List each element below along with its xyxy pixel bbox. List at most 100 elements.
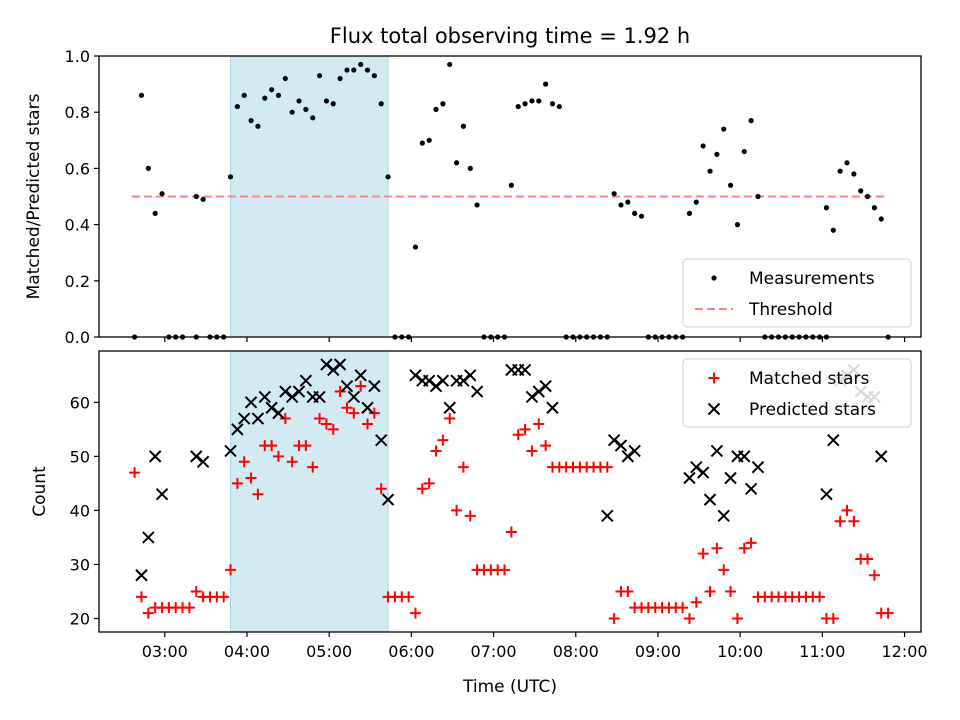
measurements-point [234,103,240,110]
measurements-point [864,193,871,200]
legend-swatch-matched-stars [708,372,720,384]
measurements-point [269,87,275,93]
predicted-stars-point [368,379,381,393]
predicted-stars-point [340,379,354,393]
predicted-stars-point [744,482,758,496]
matched-stars-point [320,418,332,430]
matched-stars-point [183,602,195,614]
y-tick-label: 30 [70,555,90,574]
predicted-stars-point [333,358,347,371]
bottom-panel: 03:00 04:00 05:00 06:00 07:00 08:00 09:00 10:00… [30,350,928,697]
x-tick-label: 07:00 [471,642,517,661]
predicted-stars-point [827,433,840,447]
measurements-point [543,81,549,87]
matched-stars-point [135,591,147,603]
matched-stars-point [437,434,449,446]
y-tick-label: 40 [70,501,90,520]
measurements-point [755,193,761,200]
matched-stars-point [451,504,463,516]
predicted-stars-point [375,433,388,447]
predicted-stars-point [155,487,169,501]
measurements-point [529,98,535,104]
predicted-stars-point [224,444,237,458]
predicted-stars-point [258,390,271,404]
matched-stars-point [252,488,264,500]
matched-stars-point [444,413,456,425]
measurements-point [378,101,384,107]
axes-frame [98,350,922,633]
measurements-point [536,98,542,104]
legend: Matched stars Predicted stars [682,358,912,428]
measurements-point [851,171,857,177]
measurements-point [714,151,720,157]
matched-stars-point [827,612,839,624]
matched-stars-point [279,413,291,425]
matched-stars-point [416,483,428,495]
predicted-stars-point [539,379,552,393]
matched-stars-point [430,445,442,457]
y-tick-label: 0.2 [65,272,90,291]
matched-stars-point [882,607,894,619]
measurements-point [707,168,713,174]
measurements-point [440,101,446,107]
y-tick-label: 1.0 [65,47,90,66]
measurements-point [522,101,528,107]
matched-stars-point [272,450,284,462]
predicted-stars-point [710,444,724,458]
matched-stars-point [512,429,524,441]
x-tick-label: 04:00 [224,642,270,661]
measurements-point [721,126,727,132]
measurements-point [844,160,850,166]
predicted-stars-point [751,460,765,474]
matched-stars-point [231,477,243,489]
predicted-stars-point [518,363,532,377]
measurements-point [323,98,330,104]
x-tick-label: 05:00 [306,642,352,661]
measurements-point [453,160,460,166]
matched-stars-point [608,612,620,624]
predicted-stars-point [525,390,539,404]
legend-box [682,358,912,428]
measurements-point [385,174,391,180]
predicted-stars-point [265,401,278,414]
y-tick-label: 0.6 [65,159,90,178]
x-tick-label: 10:00 [717,642,763,661]
measurements-point [460,123,467,129]
measurements-point [412,244,419,250]
measurements-point [255,123,261,129]
measurements-point [515,103,521,110]
measurements-point [426,137,432,143]
measurements-point [364,67,371,73]
measurements-point [241,92,247,98]
matched-stars-point [348,407,360,419]
measurements-point [138,92,145,98]
measurements-series [132,61,891,340]
predicted-stars-point [244,396,258,409]
predicted-stars-point [875,450,888,463]
matched-stars-point [362,418,374,430]
measurements-point [727,182,734,188]
measurements-point [734,222,741,228]
predicted-stars-point [601,509,614,523]
measurements-point [467,165,473,171]
matched-stars-point [286,456,298,468]
measurements-point [282,75,288,82]
matched-stars-point [499,564,511,576]
predicted-stars-point [272,406,285,420]
measurements-point [700,143,706,149]
measurements-point [618,202,624,208]
predicted-stars-point [546,401,559,414]
matched-stars-point [403,591,415,603]
predicted-stars-point [703,493,717,506]
matched-stars-point [718,564,730,576]
measurements-point [262,95,268,101]
predicted-stars-point [820,487,833,501]
legend-label-predicted-stars: Predicted stars [749,400,876,420]
measurements-point [878,216,884,222]
x-tick-label: 03:00 [142,642,188,661]
predicted-stars-point [690,460,703,474]
predicted-stars-point [299,374,313,387]
predicted-stars-point [422,374,436,387]
legend-box [682,258,912,328]
legend-swatch-measurements [711,275,717,281]
